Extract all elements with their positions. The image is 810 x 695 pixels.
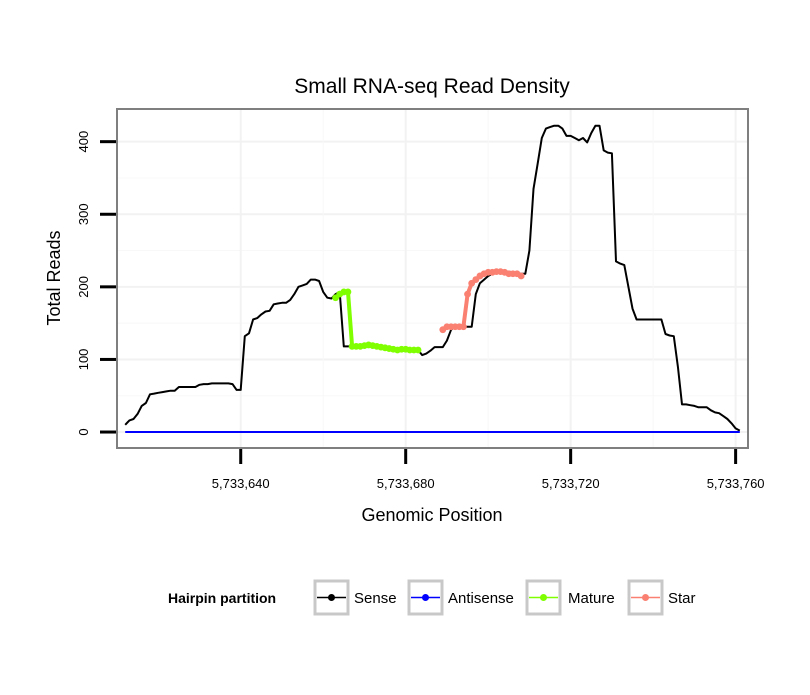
legend-title: Hairpin partition bbox=[168, 590, 276, 606]
legend-label-antisense: Antisense bbox=[448, 590, 514, 607]
x-tick-label: 5,733,640 bbox=[212, 476, 270, 491]
series-line-sense bbox=[124, 124, 741, 432]
plot-panel-border bbox=[116, 108, 749, 449]
axis-layer: 5,733,640 5,733,680 5,733,720 5,733,760 0 100… bbox=[76, 131, 765, 491]
legend-swatch-point-sense bbox=[328, 594, 335, 601]
x-tick-label: 5,733,720 bbox=[542, 476, 600, 491]
legend-swatch-point-mature bbox=[540, 594, 547, 601]
legend: Hairpin partition Sense Antisense Mature Sta… bbox=[168, 579, 696, 616]
y-tick-label: 300 bbox=[76, 203, 91, 225]
grid-layer bbox=[117, 109, 748, 448]
x-tick-label: 5,733,760 bbox=[707, 476, 765, 491]
legend-swatch-point-star bbox=[642, 594, 649, 601]
series-layer bbox=[124, 124, 741, 433]
legend-label-mature: Mature bbox=[568, 590, 615, 607]
legend-label-star: Star bbox=[668, 590, 696, 607]
data-point-star bbox=[460, 323, 467, 331]
data-point-mature bbox=[414, 346, 422, 354]
chart-title: Small RNA-seq Read Density bbox=[294, 75, 570, 98]
y-tick-label: 400 bbox=[76, 131, 91, 153]
x-axis-label: Genomic Position bbox=[361, 505, 502, 525]
x-tick-label: 5,733,680 bbox=[377, 476, 435, 491]
legend-label-sense: Sense bbox=[354, 590, 397, 607]
data-point-star bbox=[517, 272, 525, 280]
y-axis-label: Total Reads bbox=[44, 230, 64, 325]
y-tick-label: 0 bbox=[76, 428, 91, 435]
legend-swatch-point-antisense bbox=[422, 594, 429, 601]
y-tick-label: 200 bbox=[76, 276, 91, 298]
data-point-star bbox=[464, 290, 471, 298]
y-tick-label: 100 bbox=[76, 349, 91, 371]
data-point-mature bbox=[344, 288, 352, 296]
